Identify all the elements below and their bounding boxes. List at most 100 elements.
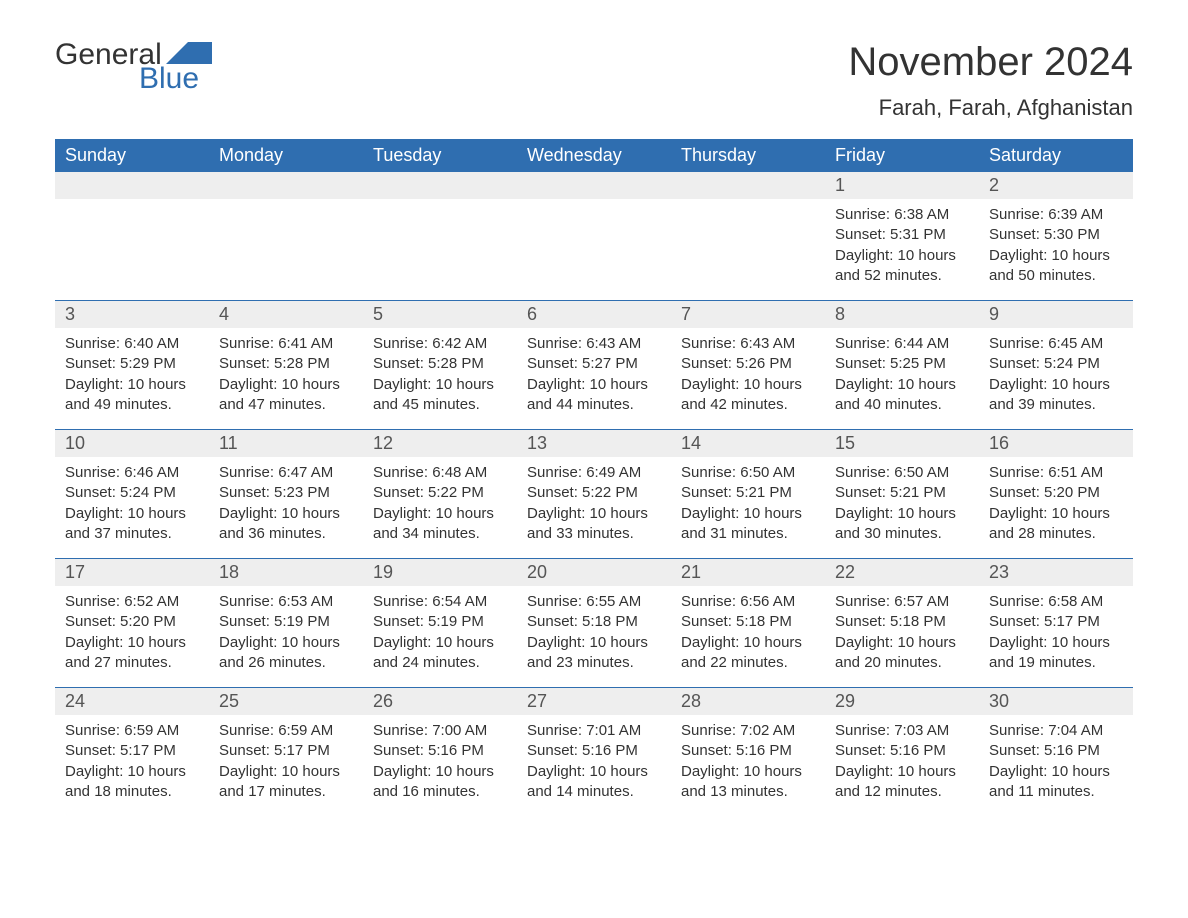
day-number: 7 — [671, 301, 825, 328]
sunset-line: Sunset: 5:19 PM — [373, 612, 507, 632]
day-details: Sunrise: 6:49 AMSunset: 5:22 PMDaylight:… — [517, 457, 671, 548]
sunset-line: Sunset: 5:16 PM — [681, 741, 815, 761]
day-details: Sunrise: 6:44 AMSunset: 5:25 PMDaylight:… — [825, 328, 979, 419]
calendar-day: 1Sunrise: 6:38 AMSunset: 5:31 PMDaylight… — [825, 172, 979, 300]
day-details: Sunrise: 6:42 AMSunset: 5:28 PMDaylight:… — [363, 328, 517, 419]
daylight-line: Daylight: 10 hours and 49 minutes. — [65, 375, 199, 416]
day-details: Sunrise: 6:57 AMSunset: 5:18 PMDaylight:… — [825, 586, 979, 677]
day-number: 5 — [363, 301, 517, 328]
sunrise-line: Sunrise: 6:45 AM — [989, 334, 1123, 354]
page-subtitle: Farah, Farah, Afghanistan — [848, 95, 1133, 121]
sunset-line: Sunset: 5:18 PM — [681, 612, 815, 632]
sunrise-line: Sunrise: 6:48 AM — [373, 463, 507, 483]
day-details: Sunrise: 6:48 AMSunset: 5:22 PMDaylight:… — [363, 457, 517, 548]
day-number: 6 — [517, 301, 671, 328]
day-details: Sunrise: 6:43 AMSunset: 5:27 PMDaylight:… — [517, 328, 671, 419]
day-number-empty — [517, 172, 671, 199]
calendar-day — [671, 172, 825, 300]
calendar-day: 11Sunrise: 6:47 AMSunset: 5:23 PMDayligh… — [209, 430, 363, 558]
day-number: 25 — [209, 688, 363, 715]
sunrise-line: Sunrise: 6:41 AM — [219, 334, 353, 354]
weekday-header: Monday — [209, 139, 363, 172]
daylight-line: Daylight: 10 hours and 44 minutes. — [527, 375, 661, 416]
calendar-week: 3Sunrise: 6:40 AMSunset: 5:29 PMDaylight… — [55, 300, 1133, 429]
sunrise-line: Sunrise: 6:55 AM — [527, 592, 661, 612]
calendar-day: 26Sunrise: 7:00 AMSunset: 5:16 PMDayligh… — [363, 688, 517, 816]
day-details: Sunrise: 6:59 AMSunset: 5:17 PMDaylight:… — [55, 715, 209, 806]
sunrise-line: Sunrise: 7:03 AM — [835, 721, 969, 741]
day-details: Sunrise: 6:50 AMSunset: 5:21 PMDaylight:… — [825, 457, 979, 548]
sunrise-line: Sunrise: 6:53 AM — [219, 592, 353, 612]
sunrise-line: Sunrise: 6:50 AM — [681, 463, 815, 483]
calendar-day: 20Sunrise: 6:55 AMSunset: 5:18 PMDayligh… — [517, 559, 671, 687]
sunset-line: Sunset: 5:28 PM — [373, 354, 507, 374]
daylight-line: Daylight: 10 hours and 31 minutes. — [681, 504, 815, 545]
calendar-week: 17Sunrise: 6:52 AMSunset: 5:20 PMDayligh… — [55, 558, 1133, 687]
day-details: Sunrise: 6:45 AMSunset: 5:24 PMDaylight:… — [979, 328, 1133, 419]
daylight-line: Daylight: 10 hours and 24 minutes. — [373, 633, 507, 674]
sunset-line: Sunset: 5:16 PM — [989, 741, 1123, 761]
calendar-day: 24Sunrise: 6:59 AMSunset: 5:17 PMDayligh… — [55, 688, 209, 816]
daylight-line: Daylight: 10 hours and 19 minutes. — [989, 633, 1123, 674]
sunrise-line: Sunrise: 6:40 AM — [65, 334, 199, 354]
day-number: 23 — [979, 559, 1133, 586]
day-number: 30 — [979, 688, 1133, 715]
sunrise-line: Sunrise: 6:54 AM — [373, 592, 507, 612]
daylight-line: Daylight: 10 hours and 17 minutes. — [219, 762, 353, 803]
calendar-day: 22Sunrise: 6:57 AMSunset: 5:18 PMDayligh… — [825, 559, 979, 687]
sunset-line: Sunset: 5:30 PM — [989, 225, 1123, 245]
day-details: Sunrise: 6:56 AMSunset: 5:18 PMDaylight:… — [671, 586, 825, 677]
sunset-line: Sunset: 5:20 PM — [989, 483, 1123, 503]
weekday-header: Friday — [825, 139, 979, 172]
weekday-header: Wednesday — [517, 139, 671, 172]
daylight-line: Daylight: 10 hours and 40 minutes. — [835, 375, 969, 416]
sunset-line: Sunset: 5:16 PM — [835, 741, 969, 761]
sunrise-line: Sunrise: 6:46 AM — [65, 463, 199, 483]
calendar-day: 13Sunrise: 6:49 AMSunset: 5:22 PMDayligh… — [517, 430, 671, 558]
day-number-empty — [55, 172, 209, 199]
calendar-day: 27Sunrise: 7:01 AMSunset: 5:16 PMDayligh… — [517, 688, 671, 816]
calendar: SundayMondayTuesdayWednesdayThursdayFrid… — [55, 139, 1133, 816]
sunrise-line: Sunrise: 7:01 AM — [527, 721, 661, 741]
day-number: 28 — [671, 688, 825, 715]
daylight-line: Daylight: 10 hours and 22 minutes. — [681, 633, 815, 674]
calendar-day: 15Sunrise: 6:50 AMSunset: 5:21 PMDayligh… — [825, 430, 979, 558]
sunrise-line: Sunrise: 6:59 AM — [219, 721, 353, 741]
sunset-line: Sunset: 5:17 PM — [989, 612, 1123, 632]
calendar-day: 21Sunrise: 6:56 AMSunset: 5:18 PMDayligh… — [671, 559, 825, 687]
day-number: 9 — [979, 301, 1133, 328]
day-details: Sunrise: 6:50 AMSunset: 5:21 PMDaylight:… — [671, 457, 825, 548]
header-bar: General Blue November 2024 Farah, Farah,… — [55, 40, 1133, 121]
calendar-day: 10Sunrise: 6:46 AMSunset: 5:24 PMDayligh… — [55, 430, 209, 558]
sunrise-line: Sunrise: 6:47 AM — [219, 463, 353, 483]
day-details: Sunrise: 7:01 AMSunset: 5:16 PMDaylight:… — [517, 715, 671, 806]
sunrise-line: Sunrise: 6:56 AM — [681, 592, 815, 612]
day-number-empty — [209, 172, 363, 199]
sunrise-line: Sunrise: 6:43 AM — [527, 334, 661, 354]
day-number: 13 — [517, 430, 671, 457]
daylight-line: Daylight: 10 hours and 34 minutes. — [373, 504, 507, 545]
sunset-line: Sunset: 5:19 PM — [219, 612, 353, 632]
day-details: Sunrise: 6:55 AMSunset: 5:18 PMDaylight:… — [517, 586, 671, 677]
day-details: Sunrise: 6:54 AMSunset: 5:19 PMDaylight:… — [363, 586, 517, 677]
daylight-line: Daylight: 10 hours and 45 minutes. — [373, 375, 507, 416]
sunrise-line: Sunrise: 6:44 AM — [835, 334, 969, 354]
day-details: Sunrise: 6:52 AMSunset: 5:20 PMDaylight:… — [55, 586, 209, 677]
day-number: 12 — [363, 430, 517, 457]
calendar-day: 25Sunrise: 6:59 AMSunset: 5:17 PMDayligh… — [209, 688, 363, 816]
daylight-line: Daylight: 10 hours and 14 minutes. — [527, 762, 661, 803]
day-details: Sunrise: 6:39 AMSunset: 5:30 PMDaylight:… — [979, 199, 1133, 290]
sunrise-line: Sunrise: 6:58 AM — [989, 592, 1123, 612]
day-number: 20 — [517, 559, 671, 586]
weekday-header: Tuesday — [363, 139, 517, 172]
calendar-week: 10Sunrise: 6:46 AMSunset: 5:24 PMDayligh… — [55, 429, 1133, 558]
daylight-line: Daylight: 10 hours and 11 minutes. — [989, 762, 1123, 803]
weekday-header: Sunday — [55, 139, 209, 172]
daylight-line: Daylight: 10 hours and 47 minutes. — [219, 375, 353, 416]
day-number: 26 — [363, 688, 517, 715]
sunrise-line: Sunrise: 7:00 AM — [373, 721, 507, 741]
sunset-line: Sunset: 5:25 PM — [835, 354, 969, 374]
day-number: 4 — [209, 301, 363, 328]
calendar-day: 28Sunrise: 7:02 AMSunset: 5:16 PMDayligh… — [671, 688, 825, 816]
calendar-day: 9Sunrise: 6:45 AMSunset: 5:24 PMDaylight… — [979, 301, 1133, 429]
